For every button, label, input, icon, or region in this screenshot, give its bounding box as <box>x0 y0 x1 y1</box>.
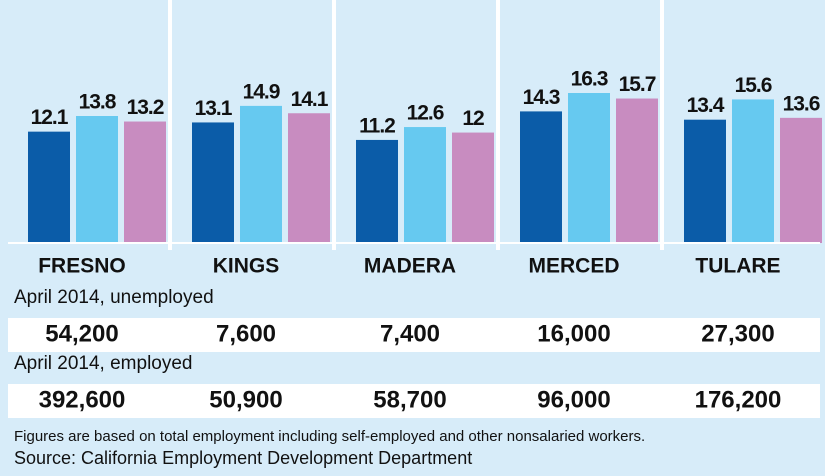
row-value: 50,900 <box>209 386 282 413</box>
value-label: 13.1 <box>195 97 233 120</box>
row-value: 7,400 <box>380 320 440 347</box>
value-label: 13.4 <box>687 94 725 117</box>
bar <box>192 122 234 243</box>
bar <box>568 93 610 243</box>
bar <box>452 132 494 243</box>
row-value: 392,600 <box>39 386 126 413</box>
row-label: April 2014, employed <box>14 353 193 374</box>
value-label: 12 <box>462 107 484 130</box>
row-value: 176,200 <box>695 386 782 413</box>
row-value: 96,000 <box>537 386 610 413</box>
column-divider <box>168 0 172 250</box>
category-label: KINGS <box>213 255 280 278</box>
value-label: 15.7 <box>619 73 656 96</box>
category-label: TULARE <box>695 255 780 278</box>
value-label: 12.1 <box>31 106 69 129</box>
row-value: 7,600 <box>216 320 276 347</box>
category-label: FRESNO <box>38 255 126 278</box>
category-label: MADERA <box>364 255 456 278</box>
value-label: 11.2 <box>359 114 395 137</box>
bar <box>732 99 774 244</box>
row-band <box>8 384 820 418</box>
value-label: 12.6 <box>407 102 444 125</box>
bar <box>616 98 658 243</box>
row-label: April 2014, unemployed <box>14 287 214 308</box>
bar <box>28 131 70 243</box>
category-label: MERCED <box>528 255 619 278</box>
bar <box>240 105 282 243</box>
bar <box>780 117 822 243</box>
row-value: 16,000 <box>537 320 610 347</box>
bar <box>288 113 330 244</box>
value-label: 13.8 <box>79 91 117 114</box>
row-value: 27,300 <box>701 320 774 347</box>
bar <box>356 139 398 243</box>
column-divider <box>496 0 500 250</box>
note: Figures are based on total employment in… <box>14 428 645 445</box>
value-label: 14.1 <box>291 88 329 111</box>
value-label: 13.6 <box>783 92 820 115</box>
column-divider <box>332 0 336 250</box>
row-band <box>8 318 820 352</box>
value-label: 15.6 <box>735 74 772 97</box>
value-label: 13.2 <box>127 96 164 119</box>
row-value: 54,200 <box>45 320 118 347</box>
value-label: 14.3 <box>523 86 560 109</box>
column-divider <box>660 0 664 250</box>
bar <box>684 119 726 243</box>
bar <box>520 111 562 243</box>
row-value: 58,700 <box>373 386 446 413</box>
bar <box>76 116 118 243</box>
bar <box>404 127 446 243</box>
value-label: 14.9 <box>243 80 280 103</box>
bar <box>124 121 166 243</box>
source: Source: California Employment Developmen… <box>14 448 472 468</box>
value-label: 16.3 <box>571 68 608 91</box>
